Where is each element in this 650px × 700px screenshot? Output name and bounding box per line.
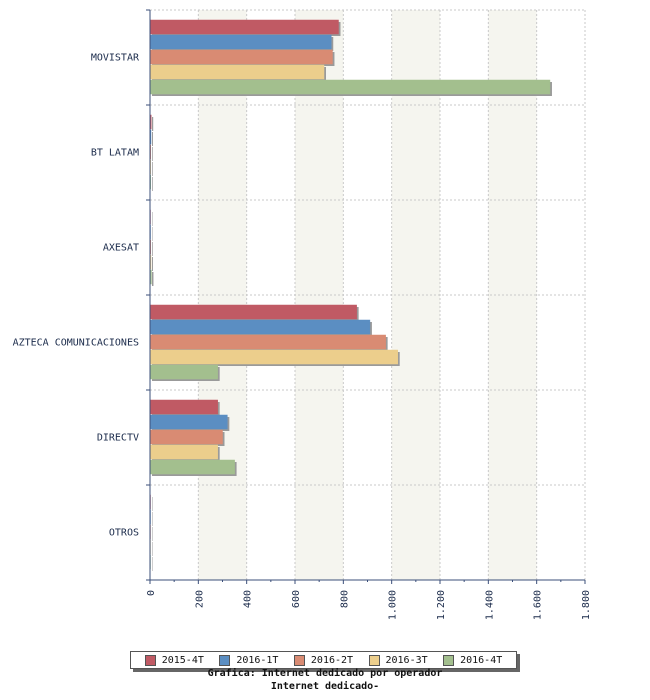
- category-label: DIRECTV: [97, 433, 139, 444]
- bar-2016-4T-AZTECA COMUNICACIONES: [149, 364, 218, 380]
- legend-swatch: [293, 654, 305, 666]
- bar-shadow: [152, 257, 153, 271]
- x-tick-label: 1.200: [436, 590, 447, 620]
- bar-shadow: [152, 242, 153, 256]
- category-label: MOVISTAR: [91, 53, 140, 64]
- legend-label: 2016-3T: [385, 654, 428, 666]
- x-tick-label: 1.000: [388, 590, 399, 620]
- legend-label: 2016-4T: [460, 654, 503, 666]
- category-label: AXESAT: [103, 243, 139, 254]
- bar-shadow: [152, 147, 153, 161]
- category-label: OTROS: [109, 528, 139, 539]
- grid-band: [488, 10, 537, 580]
- bar-shadow: [152, 177, 153, 191]
- x-tick-label: 0: [146, 590, 157, 596]
- category-label: AZTECA COMUNICACIONES: [13, 338, 139, 349]
- legend-item: 2016-4T: [443, 654, 503, 666]
- legend-item: 2016-3T: [368, 654, 428, 666]
- bar-2016-3T-AZTECA COMUNICACIONES: [149, 349, 398, 365]
- bar-2016-2T-DIRECTV: [149, 429, 223, 445]
- bar-2016-2T-AZTECA COMUNICACIONES: [149, 334, 386, 350]
- legend-label: 2016-1T: [236, 654, 279, 666]
- x-tick-label: 1.800: [581, 590, 592, 620]
- legend-swatch: [368, 654, 380, 666]
- bar-2016-1T-MOVISTAR: [149, 34, 332, 50]
- bar-2015-4T-DIRECTV: [149, 399, 218, 415]
- bar-chart: MOVISTAR BT LATAM AXESAT AZTECA COMUNICACIO…: [13, 9, 592, 620]
- legend-swatch: [443, 654, 455, 666]
- bar-2016-1T-DIRECTV: [149, 414, 228, 430]
- x-tick-label: 1.400: [484, 590, 495, 620]
- x-tick-label: 800: [339, 590, 350, 608]
- x-tick-label: 400: [243, 590, 254, 608]
- x-tick-label: 200: [194, 590, 205, 608]
- chart-caption-line1: Grafica: Internet dedicado por operador: [207, 668, 443, 679]
- x-tick-label: 1.600: [533, 590, 544, 620]
- bar-2016-4T-MOVISTAR: [149, 79, 551, 95]
- bar-2015-4T-MOVISTAR: [149, 19, 339, 35]
- legend-item: 2016-1T: [219, 654, 279, 666]
- bar-2016-3T-MOVISTAR: [149, 64, 325, 80]
- legend-label: 2016-2T: [310, 654, 354, 666]
- bar-2016-4T-DIRECTV: [149, 459, 235, 475]
- legend-swatch: [144, 654, 156, 666]
- chart-legend: 2015-4T 2016-1T 2016-2T 2016-3T 2016-4T: [130, 651, 517, 669]
- x-tick-label: 600: [291, 590, 302, 608]
- bar-2016-3T-DIRECTV: [149, 444, 218, 460]
- bar-2016-2T-MOVISTAR: [149, 49, 333, 65]
- legend-item: 2016-2T: [293, 654, 354, 666]
- bar-2015-4T-AZTECA COMUNICACIONES: [149, 304, 357, 320]
- bar-shadow: [152, 162, 153, 176]
- legend-label: 2015-4T: [161, 654, 204, 666]
- chart-caption-line2: Internet dedicado-: [270, 681, 380, 692]
- legend-item: 2015-4T: [144, 654, 204, 666]
- legend-swatch: [219, 654, 231, 666]
- bar-2016-1T-AZTECA COMUNICACIONES: [149, 319, 371, 335]
- bar-shadow: [152, 117, 154, 131]
- bar-shadow: [152, 132, 153, 146]
- category-label: BT LATAM: [91, 148, 139, 159]
- bar-shadow: [152, 272, 154, 286]
